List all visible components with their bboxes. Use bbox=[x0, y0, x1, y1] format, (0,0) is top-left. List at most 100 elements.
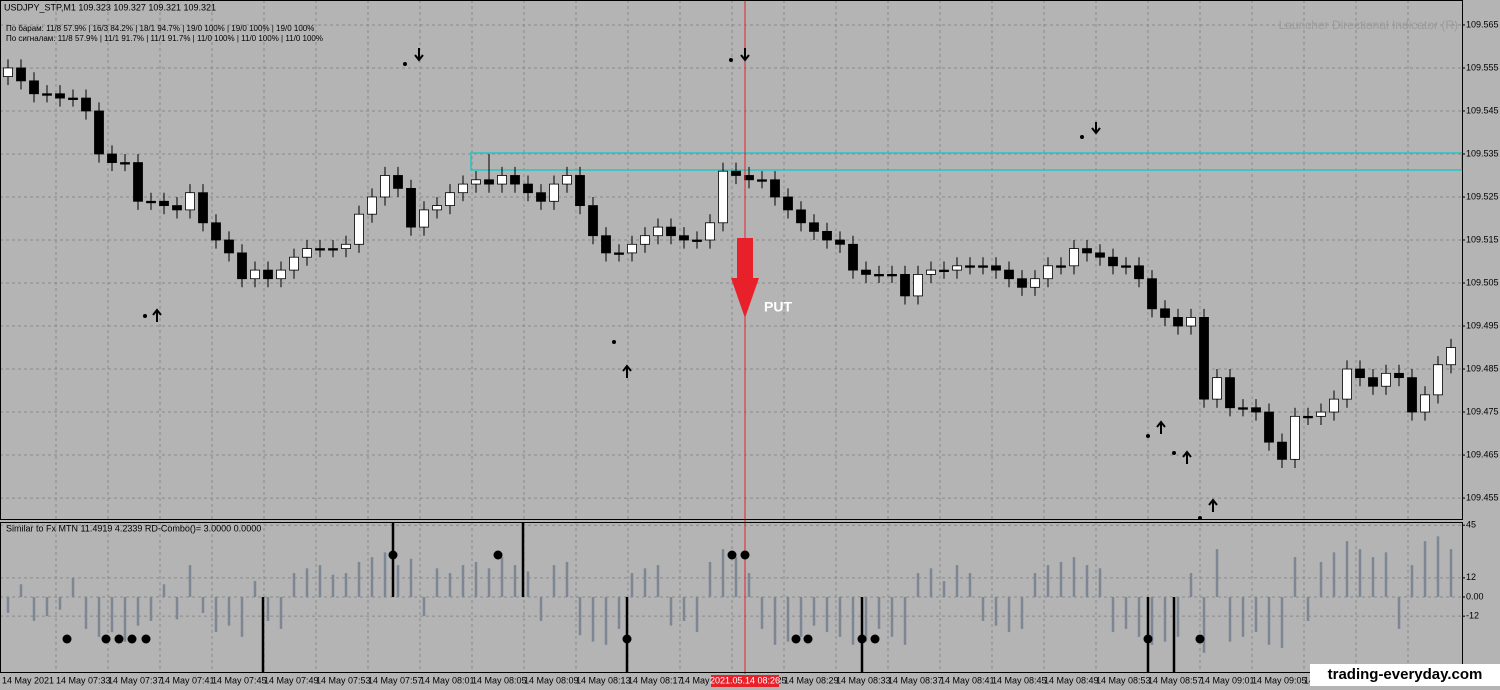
y-tick-label: 45 bbox=[1466, 520, 1476, 530]
signal-dot bbox=[622, 634, 632, 644]
candle-body bbox=[1355, 368, 1365, 379]
signal-dot bbox=[101, 634, 111, 644]
candle-body bbox=[146, 200, 156, 204]
candle-body bbox=[211, 222, 221, 241]
signal-dot bbox=[62, 634, 72, 644]
candle-body bbox=[250, 269, 260, 280]
candle-body bbox=[575, 175, 585, 206]
candle-body bbox=[406, 187, 416, 228]
x-tick-label: 14 May 08:49 bbox=[1044, 675, 1099, 685]
watermark: trading-everyday.com bbox=[1328, 666, 1483, 683]
candle-body bbox=[770, 179, 780, 198]
candle-body bbox=[744, 175, 754, 181]
candle-body bbox=[1394, 372, 1404, 379]
candle-body bbox=[848, 243, 858, 271]
candle-body bbox=[900, 274, 910, 297]
candle-body bbox=[172, 205, 182, 211]
candle-body bbox=[523, 183, 533, 194]
candle-body bbox=[1160, 308, 1170, 318]
arrow-head bbox=[731, 278, 759, 318]
candle-body bbox=[666, 226, 676, 237]
y-tick-label: 109.555 bbox=[1466, 62, 1499, 72]
candle-body bbox=[55, 93, 65, 99]
down-arrow bbox=[1091, 122, 1101, 135]
candle-body bbox=[1329, 398, 1339, 413]
candle-body bbox=[198, 192, 208, 224]
candle-body bbox=[276, 269, 286, 280]
signal-dot bbox=[791, 634, 801, 644]
candle-body bbox=[1316, 411, 1326, 417]
candle-body bbox=[965, 265, 975, 268]
sub-signal-dots bbox=[62, 550, 1205, 644]
x-tick-label: 14 May 07:37 bbox=[108, 675, 163, 685]
y-tick-label: 109.495 bbox=[1466, 320, 1499, 330]
candle-body bbox=[1303, 415, 1313, 419]
cursor-label-bg bbox=[711, 675, 779, 687]
candle-body bbox=[783, 196, 793, 211]
candle-body bbox=[133, 162, 143, 202]
signal-dot bbox=[727, 550, 737, 560]
x-tick-label: 14 May 07:53 bbox=[316, 675, 371, 685]
x-tick-label: 14 May 08:45 bbox=[992, 675, 1047, 685]
candle-body bbox=[913, 274, 923, 297]
candle-body bbox=[29, 80, 39, 95]
candle-body bbox=[1043, 265, 1053, 280]
candle-body bbox=[718, 170, 728, 224]
signal-dot bbox=[803, 634, 813, 644]
candle-body bbox=[796, 209, 806, 224]
up-arrow bbox=[152, 308, 162, 322]
signal-dot bbox=[1146, 434, 1150, 438]
y-tick-label: 109.455 bbox=[1466, 492, 1499, 502]
candle-body bbox=[1368, 377, 1378, 387]
signal-dot bbox=[1195, 634, 1205, 644]
candle-body bbox=[1069, 248, 1079, 267]
x-tick-label: 14 May 08:41 bbox=[940, 675, 995, 685]
candle-body bbox=[809, 222, 819, 232]
candle-body bbox=[341, 243, 351, 250]
candle-body bbox=[42, 93, 52, 96]
x-tick-label: 14 May 08:37 bbox=[888, 675, 943, 685]
candle-body bbox=[16, 67, 26, 82]
grid-layer bbox=[0, 0, 1462, 672]
put-arrow bbox=[731, 238, 759, 318]
down-arrow bbox=[740, 48, 750, 62]
candle-body bbox=[1147, 278, 1157, 310]
candle-body bbox=[68, 97, 78, 100]
candle-body bbox=[679, 235, 689, 241]
y-tick-label: 12 bbox=[1466, 572, 1476, 582]
symbol-line: USDJPY_STP,M1 109.323 109.327 109.321 10… bbox=[4, 2, 216, 12]
candle-body bbox=[445, 192, 455, 206]
y-tick-label: 109.525 bbox=[1466, 191, 1499, 201]
signal-dot bbox=[740, 550, 750, 560]
x-tick-label: 14 May 08:13 bbox=[576, 675, 631, 685]
cursor-time: 2021.05.14 08:26 bbox=[710, 675, 780, 685]
plot-layer bbox=[3, 59, 1456, 653]
candle-body bbox=[1446, 347, 1456, 366]
candle-body bbox=[887, 274, 897, 277]
signal-dot bbox=[612, 340, 616, 344]
y-tick-label: 109.505 bbox=[1466, 277, 1499, 287]
signal-dot bbox=[388, 550, 398, 560]
x-tick-label: 14 May 07:49 bbox=[264, 675, 319, 685]
candle-body bbox=[549, 183, 559, 202]
y-tick-label: 109.485 bbox=[1466, 363, 1499, 373]
signal-dot bbox=[1143, 634, 1153, 644]
candle-body bbox=[1108, 256, 1118, 267]
signal-label: PUT bbox=[764, 299, 792, 315]
up-arrow bbox=[622, 364, 632, 378]
candle-body bbox=[510, 175, 520, 185]
x-tick-label: 14 May 08:29 bbox=[784, 675, 839, 685]
candle-body bbox=[1121, 265, 1131, 268]
candle-body bbox=[263, 269, 273, 280]
signal-dot bbox=[729, 58, 733, 62]
down-arrow bbox=[414, 48, 424, 62]
x-tick-label: 14 May 07:33 bbox=[56, 675, 111, 685]
y-tick-label: 109.545 bbox=[1466, 105, 1499, 115]
candle-body bbox=[874, 274, 884, 277]
candle-body bbox=[328, 248, 338, 251]
x-tick-label: 14 May 07:41 bbox=[160, 675, 215, 685]
candle-body bbox=[94, 110, 104, 155]
candle-body bbox=[991, 265, 1001, 271]
